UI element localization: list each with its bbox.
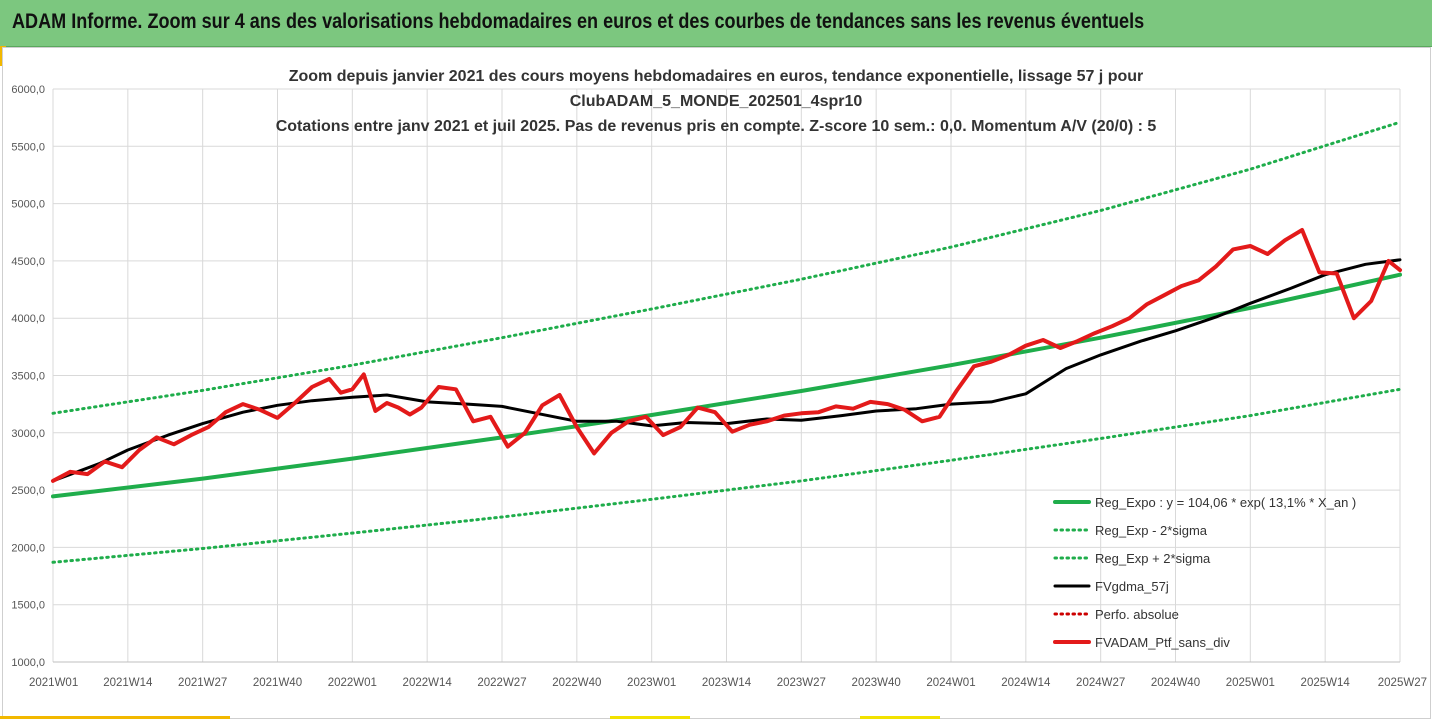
chart-title: Zoom depuis janvier 2021 des cours moyen… xyxy=(276,68,1157,135)
accent-bar-bottom xyxy=(0,716,230,719)
legend-label: Perfo. absolue xyxy=(1095,607,1179,622)
x-tick-label: 2024W27 xyxy=(1076,677,1125,689)
x-tick-label: 2021W40 xyxy=(253,677,302,689)
y-tick-label: 4500,0 xyxy=(11,256,45,268)
y-tick-label: 2000,0 xyxy=(11,542,45,554)
chart-title-line-1: Zoom depuis janvier 2021 des cours moyen… xyxy=(289,68,1144,85)
y-tick-label: 1000,0 xyxy=(11,657,45,669)
x-tick-label: 2022W01 xyxy=(328,677,377,689)
x-tick-label: 2024W40 xyxy=(1151,677,1200,689)
y-tick-label: 3000,0 xyxy=(11,428,45,440)
y-tick-label: 6000,0 xyxy=(11,84,45,96)
y-tick-label: 5500,0 xyxy=(11,141,45,153)
report-banner: ADAM Informe. Zoom sur 4 ans des valoris… xyxy=(0,0,1432,47)
legend-label: Reg_Exp + 2*sigma xyxy=(1095,551,1211,566)
x-tick-label: 2021W14 xyxy=(103,677,153,689)
series xyxy=(51,120,1402,564)
x-tick-label: 2025W01 xyxy=(1226,677,1275,689)
banner-title: ADAM Informe. Zoom sur 4 ans des valoris… xyxy=(12,10,1145,33)
y-tick-label: 3500,0 xyxy=(11,371,45,383)
chart-frame xyxy=(2,47,1431,719)
legend-label: FVgdma_57j xyxy=(1095,579,1169,594)
chart-title-line-3: Cotations entre janv 2021 et juil 2025. … xyxy=(276,118,1157,135)
x-tick-label: 2025W14 xyxy=(1301,677,1351,689)
x-tick-label: 2022W14 xyxy=(403,677,453,689)
x-tick-label: 2023W01 xyxy=(627,677,676,689)
y-tick-label: 2500,0 xyxy=(11,485,45,497)
x-tick-label: 2023W14 xyxy=(702,677,752,689)
x-tick-label: 2022W40 xyxy=(552,677,601,689)
series-line-3 xyxy=(51,258,1402,483)
legend-label: Reg_Exp - 2*sigma xyxy=(1095,523,1208,538)
x-tick-label: 2022W27 xyxy=(477,677,526,689)
x-tick-label: 2023W40 xyxy=(852,677,901,689)
series-line-1 xyxy=(51,387,1402,564)
series-line-0 xyxy=(51,272,1402,499)
x-tick-label: 2024W01 xyxy=(926,677,975,689)
legend-label: Reg_Expo : y = 104,06 * exp( 13,1% * X_a… xyxy=(1095,495,1356,510)
series-line-2 xyxy=(51,120,1402,415)
x-tick-label: 2025W27 xyxy=(1378,677,1427,689)
y-tick-label: 5000,0 xyxy=(11,199,45,211)
y-tick-label: 4000,0 xyxy=(11,313,45,325)
chart-title-line-2: ClubADAM_5_MONDE_202501_4spr10 xyxy=(570,93,863,110)
y-tick-label: 1500,0 xyxy=(11,600,45,612)
series-line-5 xyxy=(51,228,1402,483)
x-tick-label: 2021W27 xyxy=(178,677,227,689)
accent-bar-bottom xyxy=(610,716,690,719)
accent-bar-bottom xyxy=(860,716,940,719)
x-tick-label: 2024W14 xyxy=(1001,677,1051,689)
x-tick-label: 2023W27 xyxy=(777,677,826,689)
x-tick-label: 2021W01 xyxy=(29,677,78,689)
axes: 1000,0 1500,0 2000,0 2500,0 3000,0 3500,0 4000… xyxy=(11,84,1427,689)
grid xyxy=(52,88,1401,663)
legend: Reg_Expo : y = 104,06 * exp( 13,1% * X_a… xyxy=(1053,495,1356,650)
legend-label: FVADAM_Ptf_sans_div xyxy=(1095,635,1230,650)
